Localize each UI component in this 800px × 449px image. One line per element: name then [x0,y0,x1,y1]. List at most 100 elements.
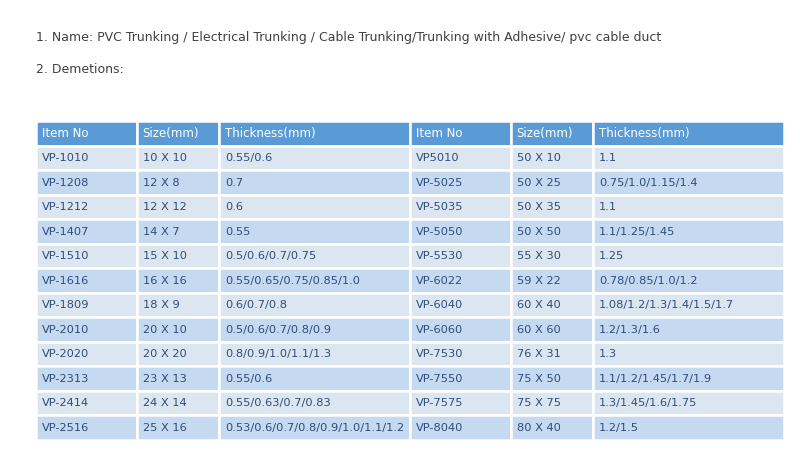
Text: VP-7575: VP-7575 [416,398,463,408]
Bar [219,170,410,195]
Bar [36,391,137,415]
Text: 1.08/1.2/1.3/1.4/1.5/1.7: 1.08/1.2/1.3/1.4/1.5/1.7 [599,300,734,310]
Text: 0.75/1.0/1.15/1.4: 0.75/1.0/1.15/1.4 [599,177,698,188]
Bar [410,146,511,170]
Bar [137,415,219,440]
Text: 0.5/0.6/0.7/0.75: 0.5/0.6/0.7/0.75 [225,251,316,261]
Text: 0.6: 0.6 [225,202,243,212]
Bar [594,195,784,219]
Text: Item No: Item No [416,127,462,140]
Text: 75 X 75: 75 X 75 [517,398,561,408]
Bar [511,170,594,195]
Bar [511,342,594,366]
Bar [219,195,410,219]
Text: VP-2020: VP-2020 [42,349,89,359]
Text: VP-1407: VP-1407 [42,227,89,237]
Text: 1.1/1.25/1.45: 1.1/1.25/1.45 [599,227,675,237]
Bar [594,219,784,244]
Text: 0.53/0.6/0.7/0.8/0.9/1.0/1.1/1.2: 0.53/0.6/0.7/0.8/0.9/1.0/1.1/1.2 [225,423,404,433]
Text: 10 X 10: 10 X 10 [142,153,186,163]
Bar [511,415,594,440]
Text: 0.8/0.9/1.0/1.1/1.3: 0.8/0.9/1.0/1.1/1.3 [225,349,331,359]
Bar [219,269,410,293]
Bar [594,121,784,146]
Bar [511,366,594,391]
Bar [594,146,784,170]
Bar [410,219,511,244]
Text: VP-6022: VP-6022 [416,276,462,286]
Text: 12 X 8: 12 X 8 [142,177,179,188]
Text: 24 X 14: 24 X 14 [142,398,186,408]
Bar [511,146,594,170]
Bar [137,317,219,342]
Text: 0.78/0.85/1.0/1.2: 0.78/0.85/1.0/1.2 [599,276,698,286]
Bar [137,195,219,219]
Text: 59 X 22: 59 X 22 [517,276,560,286]
Bar [511,121,594,146]
Text: 50 X 25: 50 X 25 [517,177,561,188]
Bar [137,342,219,366]
Bar [219,415,410,440]
Text: VP-7530: VP-7530 [416,349,463,359]
Bar [594,366,784,391]
Bar [594,342,784,366]
Bar [219,121,410,146]
Text: VP-1212: VP-1212 [42,202,89,212]
Text: 60 X 40: 60 X 40 [517,300,560,310]
Bar [219,293,410,317]
Text: 80 X 40: 80 X 40 [517,423,561,433]
Text: VP-1809: VP-1809 [42,300,89,310]
Text: 0.55: 0.55 [225,227,250,237]
Text: VP-6040: VP-6040 [416,300,463,310]
Text: Item No: Item No [42,127,88,140]
Text: 0.55/0.6: 0.55/0.6 [225,374,272,384]
Text: 15 X 10: 15 X 10 [142,251,186,261]
Bar [137,146,219,170]
Text: 0.55/0.63/0.7/0.83: 0.55/0.63/0.7/0.83 [225,398,330,408]
Text: 0.5/0.6/0.7/0.8/0.9: 0.5/0.6/0.7/0.8/0.9 [225,325,331,335]
Text: 1.3/1.45/1.6/1.75: 1.3/1.45/1.6/1.75 [599,398,698,408]
Bar [219,244,410,269]
Bar [219,146,410,170]
Text: 60 X 60: 60 X 60 [517,325,560,335]
Text: 18 X 9: 18 X 9 [142,300,179,310]
Text: VP5010: VP5010 [416,153,459,163]
Text: VP-5050: VP-5050 [416,227,463,237]
Bar [219,317,410,342]
Text: VP-1208: VP-1208 [42,177,89,188]
Bar [36,170,137,195]
Bar [410,269,511,293]
Bar [594,170,784,195]
Text: 16 X 16: 16 X 16 [142,276,186,286]
Bar [594,293,784,317]
Text: Thickness(mm): Thickness(mm) [225,127,315,140]
Bar [36,146,137,170]
Text: VP-5035: VP-5035 [416,202,463,212]
Bar [594,317,784,342]
Bar [511,317,594,342]
Bar [594,244,784,269]
Bar [36,195,137,219]
Text: 0.6/0.7/0.8: 0.6/0.7/0.8 [225,300,287,310]
Bar [410,317,511,342]
Bar [511,219,594,244]
Bar [410,195,511,219]
Text: VP-2516: VP-2516 [42,423,89,433]
Bar [137,269,219,293]
Text: 1.2/1.5: 1.2/1.5 [599,423,639,433]
Bar [511,391,594,415]
Bar [594,415,784,440]
Bar [36,121,137,146]
Text: 20 X 20: 20 X 20 [142,349,186,359]
Text: 12 X 12: 12 X 12 [142,202,186,212]
Bar [410,342,511,366]
Text: 0.55/0.6: 0.55/0.6 [225,153,272,163]
Bar [219,219,410,244]
Text: 1.1: 1.1 [599,153,617,163]
Text: 50 X 10: 50 X 10 [517,153,561,163]
Bar [137,121,219,146]
Text: 1. Name: PVC Trunking / Electrical Trunking / Cable Trunking/Trunking with Adhes: 1. Name: PVC Trunking / Electrical Trunk… [36,31,662,44]
Text: Size(mm): Size(mm) [142,127,199,140]
Text: VP-1510: VP-1510 [42,251,89,261]
Bar [36,269,137,293]
